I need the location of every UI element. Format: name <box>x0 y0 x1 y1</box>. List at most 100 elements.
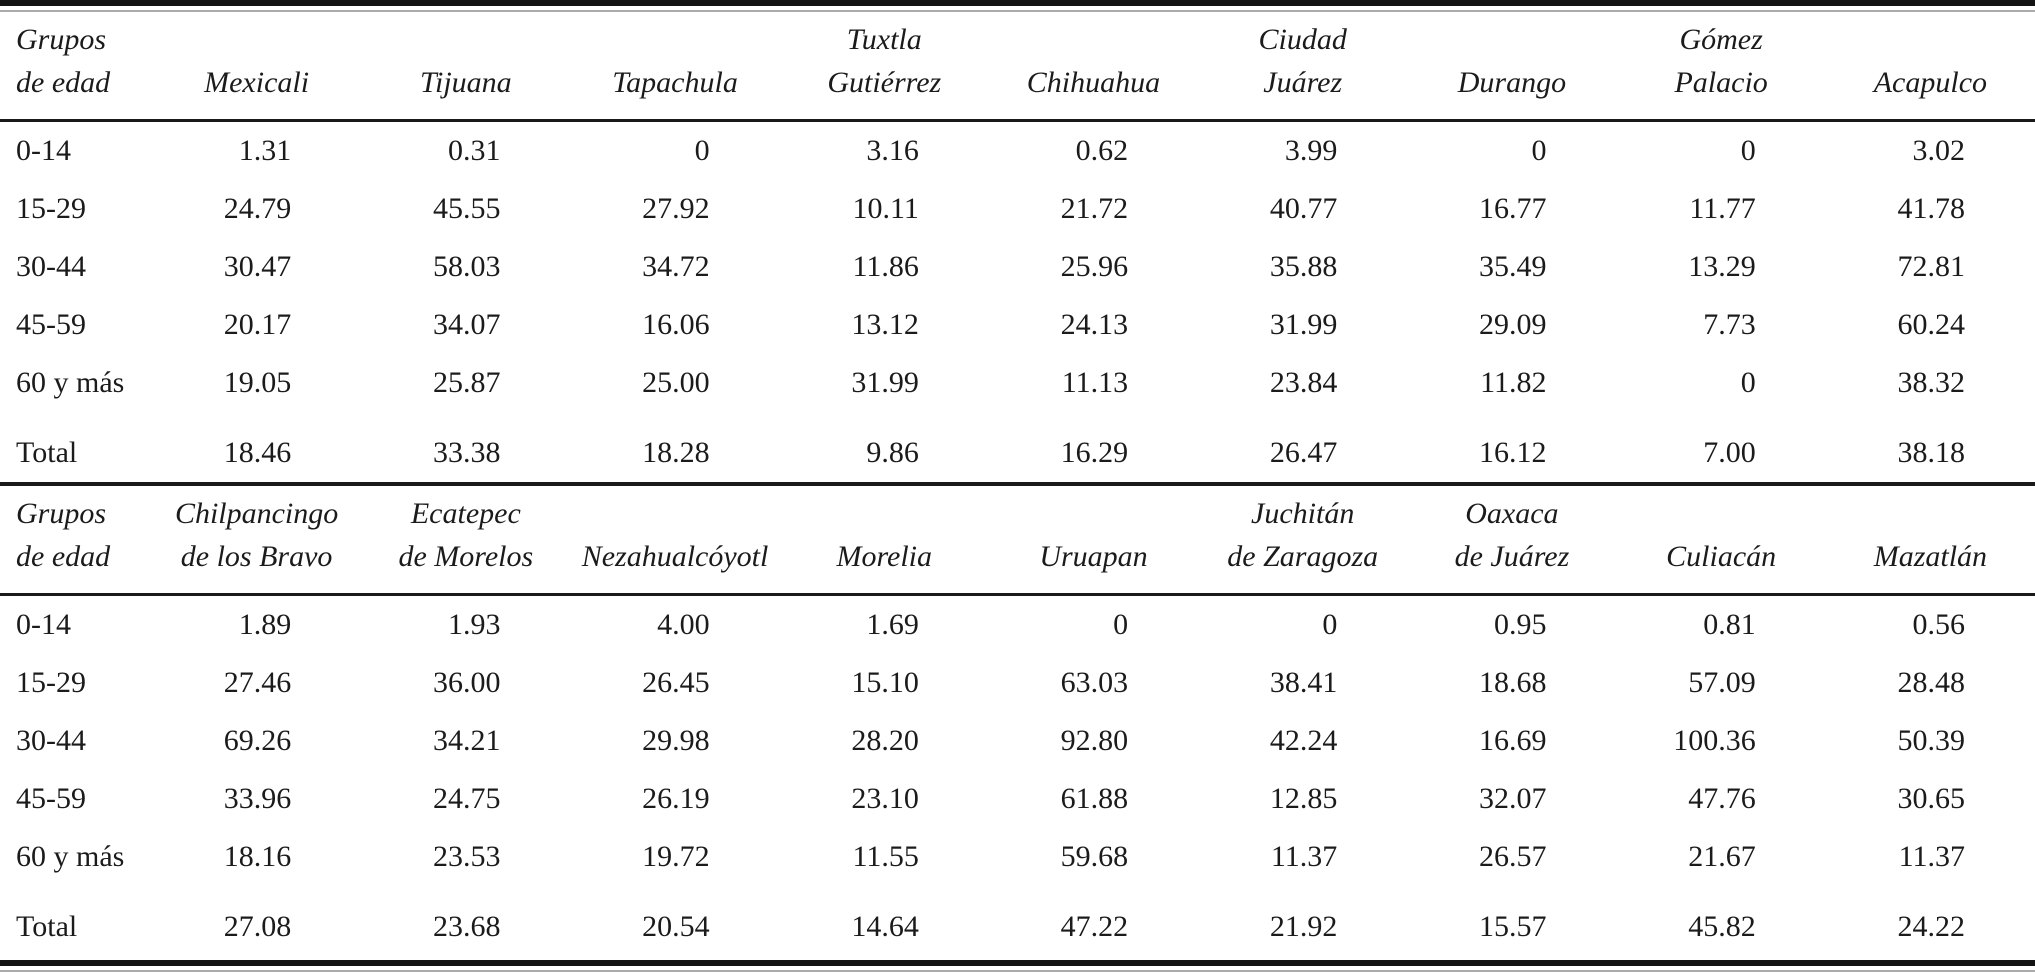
value-cell: 15.57 <box>1479 910 1547 943</box>
col-header-mazatlan: Mazatlán <box>1825 486 2035 596</box>
value-cell: 27.92 <box>642 192 710 225</box>
value-cell: 0.95 <box>1494 608 1547 641</box>
row-label: 45-59 <box>16 782 86 815</box>
col-header-culiacan: Culiacán <box>1616 486 1826 596</box>
value-cell: 29.09 <box>1479 308 1547 341</box>
value-cell: 3.99 <box>1284 134 1338 167</box>
col-header-line: Ciudad <box>1258 23 1347 56</box>
col-header-tuxtla-gutierrez: Tuxtla Gutiérrez <box>779 12 989 122</box>
value-cell: 34.07 <box>432 308 501 341</box>
value-cell: 50.39 <box>1897 724 1966 757</box>
value-cell: 16.12 <box>1479 436 1547 469</box>
value-cell: 26.19 <box>642 782 710 815</box>
row-label: Total <box>16 436 78 469</box>
value-cell: 11.82 <box>1480 366 1547 399</box>
value-cell: 47.76 <box>1688 782 1756 815</box>
value-cell: 19.05 <box>223 366 292 399</box>
col-header-ecatepec-de-morelos: Ecatepec de Morelos <box>361 486 571 596</box>
col-header-mexicali: Mexicali <box>152 12 362 122</box>
value-cell: 0.31 <box>447 134 501 167</box>
value-cell: 0 <box>1322 608 1338 641</box>
value-cell: 28.20 <box>851 724 919 757</box>
col-header-line: Morelia <box>836 540 933 573</box>
col-header-uruapan: Uruapan <box>988 486 1199 596</box>
value-cell: 27.46 <box>223 666 292 699</box>
value-cell: 15.10 <box>851 666 919 699</box>
col-header-line: Chilpancingo <box>174 497 339 530</box>
value-cell: 13.29 <box>1688 250 1756 283</box>
value-cell: 38.18 <box>1897 436 1966 469</box>
value-cell: 26.45 <box>642 666 710 699</box>
col-header-nezahualcoyotl: Nezahualcóyotl <box>570 486 780 596</box>
row-60-y-mas: 60 y más 19.05 25.87 25.00 31.99 11.13 23.84 11… <box>0 354 2035 412</box>
value-cell: 0.62 <box>1075 134 1129 167</box>
value-cell: 24.75 <box>432 782 501 815</box>
col-header-line: Ecatepec <box>410 497 521 530</box>
value-cell: 9.86 <box>866 436 919 469</box>
value-cell: 25.00 <box>642 366 710 399</box>
stub-header-grupos-de-edad: Grupos de edad <box>0 486 152 596</box>
table-header: Grupos de edad Mexicali Tijuana Tapachula Tux… <box>0 12 2035 122</box>
row-30-44: 30-44 69.26 34.21 29.98 28.20 92.80 42.24 16.69… <box>0 712 2035 770</box>
value-cell: 36.00 <box>432 666 501 699</box>
value-cell: 19.72 <box>642 840 710 873</box>
value-cell: 41.78 <box>1897 192 1966 225</box>
value-cell: 59.68 <box>1060 840 1129 873</box>
value-cell: 57.09 <box>1688 666 1756 699</box>
stub-header-line: de edad <box>16 540 111 573</box>
row-15-29: 15-29 24.79 45.55 27.92 10.11 21.72 40.77 16.77… <box>0 180 2035 238</box>
col-header-line: Juchitán <box>1251 497 1355 530</box>
row-label: 15-29 <box>16 666 86 699</box>
value-cell: 45.55 <box>432 192 501 225</box>
col-header-line: Acapulco <box>1873 66 1988 99</box>
upper-table-mount: Grupos de edad Mexicali Tijuana Tapachula Tux… <box>0 12 2035 482</box>
col-header-line: Gutiérrez <box>827 66 942 99</box>
value-cell: 1.93 <box>447 608 501 641</box>
value-cell: 34.21 <box>432 724 501 757</box>
value-cell: 3.16 <box>866 134 919 167</box>
value-cell: 0 <box>1740 366 1756 399</box>
row-label: Total <box>16 910 78 943</box>
col-header-tapachula: Tapachula <box>570 12 780 122</box>
value-cell: 21.92 <box>1269 910 1338 943</box>
col-header-line: Durango <box>1457 66 1567 99</box>
value-cell: 16.77 <box>1479 192 1547 225</box>
row-label: 30-44 <box>16 724 86 757</box>
row-label: 60 y más <box>16 840 125 873</box>
col-header-acapulco: Acapulco <box>1825 12 2035 122</box>
value-cell: 38.32 <box>1897 366 1966 399</box>
col-header-line: de Zaragoza <box>1227 540 1379 573</box>
value-cell: 38.41 <box>1269 666 1338 699</box>
col-header-line: Uruapan <box>1039 540 1148 573</box>
value-cell: 69.26 <box>223 724 292 757</box>
value-cell: 24.13 <box>1060 308 1129 341</box>
value-cell: 33.38 <box>432 436 501 469</box>
col-header-juchitan-de-zaragoza: Juchitán de Zaragoza <box>1198 486 1408 596</box>
table-body: 0-14 1.31 0.31 0 3.16 0.62 3.99 0 0 3.02 15-29 24.7… <box>0 121 2035 483</box>
value-cell: 16.29 <box>1060 436 1129 469</box>
header-row: Grupos de edad Mexicali Tijuana Tapachula Tux… <box>0 12 2035 122</box>
col-header-line: Nezahualcóyotl <box>581 540 769 573</box>
row-60-y-mas: 60 y más 18.16 23.53 19.72 11.55 59.68 11.37 26… <box>0 828 2035 886</box>
col-header-chihuahua: Chihuahua <box>988 12 1199 122</box>
row-label: 15-29 <box>16 192 86 225</box>
col-header-line: de Morelos <box>398 540 534 573</box>
value-cell: 28.48 <box>1897 666 1966 699</box>
value-cell: 42.24 <box>1269 724 1338 757</box>
value-cell: 11.13 <box>1061 366 1129 399</box>
value-cell: 25.87 <box>432 366 501 399</box>
col-header-chilpancingo-de-los-bravo: Chilpancingo de los Bravo <box>152 486 362 596</box>
value-cell: 35.88 <box>1269 250 1338 283</box>
value-cell: 0 <box>1740 134 1756 167</box>
value-cell: 47.22 <box>1060 910 1129 943</box>
row-45-59: 45-59 33.96 24.75 26.19 23.10 61.88 12.85 32.07… <box>0 770 2035 828</box>
value-cell: 26.57 <box>1479 840 1547 873</box>
col-header-ciudad-juarez: Ciudad Juárez <box>1198 12 1408 122</box>
row-total: Total 27.08 23.68 20.54 14.64 47.22 21.92 15.57… <box>0 886 2035 956</box>
value-cell: 100.36 <box>1673 724 1756 757</box>
value-cell: 23.53 <box>432 840 501 873</box>
value-cell: 31.99 <box>1269 308 1338 341</box>
col-header-line: Chihuahua <box>1026 66 1161 99</box>
row-total: Total 18.46 33.38 18.28 9.86 16.29 26.47 16.12 7… <box>0 412 2035 482</box>
